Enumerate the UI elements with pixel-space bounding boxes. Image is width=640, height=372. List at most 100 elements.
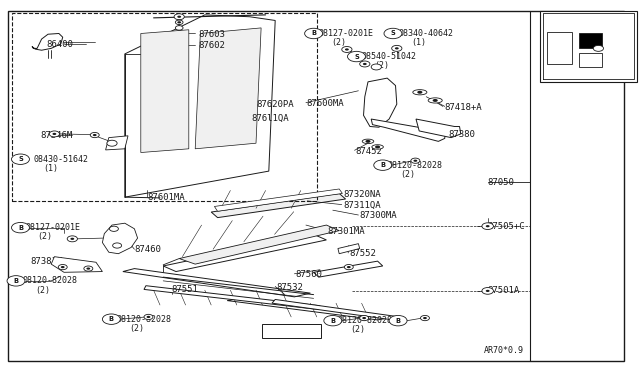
Circle shape: [109, 226, 118, 231]
Polygon shape: [371, 119, 445, 141]
Text: 08430-51642: 08430-51642: [33, 155, 88, 164]
Polygon shape: [141, 30, 189, 153]
Text: S: S: [354, 54, 359, 60]
Text: 08340-40642: 08340-40642: [398, 29, 453, 38]
Circle shape: [58, 264, 67, 270]
Circle shape: [61, 266, 65, 268]
Circle shape: [324, 315, 342, 326]
Polygon shape: [51, 257, 102, 272]
Text: 87381N: 87381N: [31, 257, 63, 266]
Circle shape: [175, 26, 183, 30]
Bar: [12, 13, 317, 201]
Circle shape: [395, 47, 399, 49]
Circle shape: [144, 314, 153, 320]
Text: 08120-82028: 08120-82028: [338, 316, 393, 325]
Circle shape: [93, 134, 97, 136]
Text: (2): (2): [401, 170, 415, 179]
Text: S: S: [18, 156, 23, 162]
Polygon shape: [123, 269, 310, 297]
Text: 86400: 86400: [46, 40, 73, 49]
Polygon shape: [211, 193, 346, 218]
Circle shape: [482, 223, 493, 230]
Circle shape: [174, 14, 184, 20]
Bar: [540, 11, 637, 82]
Circle shape: [389, 315, 407, 326]
Circle shape: [177, 16, 181, 18]
Text: 87602: 87602: [198, 41, 225, 50]
Text: B: B: [109, 316, 114, 322]
Circle shape: [348, 51, 365, 62]
Circle shape: [7, 276, 25, 286]
Circle shape: [593, 45, 604, 51]
Polygon shape: [214, 189, 342, 211]
Text: B: B: [330, 318, 335, 324]
Text: (1): (1): [44, 164, 58, 173]
Text: (2): (2): [37, 232, 52, 241]
Circle shape: [486, 225, 490, 227]
Circle shape: [49, 131, 60, 137]
Circle shape: [411, 158, 420, 163]
Text: 87380: 87380: [448, 130, 475, 139]
Circle shape: [374, 160, 392, 170]
Circle shape: [362, 317, 366, 319]
Circle shape: [90, 132, 99, 138]
Text: 87551: 87551: [172, 285, 198, 294]
Ellipse shape: [413, 90, 427, 95]
Text: 87501A: 87501A: [488, 286, 520, 295]
Text: 08127-0201E: 08127-0201E: [319, 29, 374, 38]
Text: B: B: [396, 318, 401, 324]
Circle shape: [113, 243, 122, 248]
Text: 87532: 87532: [276, 283, 303, 292]
Text: B: B: [13, 278, 19, 284]
Text: 08540-51042: 08540-51042: [362, 52, 417, 61]
Text: B: B: [330, 318, 335, 324]
Polygon shape: [364, 78, 397, 127]
Text: (2): (2): [332, 38, 346, 47]
Polygon shape: [163, 234, 326, 272]
Bar: [579, 33, 602, 48]
Bar: [547, 32, 572, 64]
Circle shape: [360, 315, 369, 321]
Circle shape: [86, 267, 90, 270]
Circle shape: [417, 91, 422, 94]
Circle shape: [102, 314, 120, 324]
Text: B: B: [109, 316, 114, 322]
Text: B: B: [18, 225, 23, 231]
Circle shape: [345, 48, 349, 51]
Circle shape: [70, 238, 74, 240]
Text: 87320NA: 87320NA: [343, 190, 381, 199]
Text: 87603: 87603: [198, 30, 225, 39]
Circle shape: [486, 290, 490, 292]
Ellipse shape: [362, 139, 374, 144]
Text: S: S: [390, 31, 396, 36]
Polygon shape: [338, 244, 360, 254]
Text: 87552: 87552: [349, 249, 376, 258]
Ellipse shape: [372, 145, 383, 149]
Text: S: S: [390, 31, 396, 36]
Circle shape: [384, 28, 402, 39]
Text: B: B: [380, 162, 385, 168]
Polygon shape: [227, 298, 394, 320]
Text: 08120-82028: 08120-82028: [22, 276, 77, 285]
Circle shape: [365, 140, 371, 143]
Text: 87620PA: 87620PA: [256, 100, 294, 109]
Text: 87505+C: 87505+C: [488, 222, 525, 231]
Polygon shape: [272, 299, 400, 321]
Polygon shape: [195, 28, 261, 149]
Polygon shape: [314, 261, 383, 277]
Circle shape: [413, 160, 417, 162]
Circle shape: [363, 63, 367, 65]
Text: B: B: [311, 31, 316, 36]
Circle shape: [423, 317, 427, 319]
Text: 87418+A: 87418+A: [445, 103, 483, 112]
Bar: [579, 53, 602, 67]
Circle shape: [371, 64, 381, 70]
Text: B: B: [13, 278, 19, 284]
Text: S: S: [354, 54, 359, 60]
Polygon shape: [32, 33, 63, 50]
Bar: [262, 324, 321, 338]
Circle shape: [360, 61, 370, 67]
Text: S: S: [18, 156, 23, 162]
Circle shape: [52, 133, 56, 135]
Circle shape: [392, 45, 402, 51]
